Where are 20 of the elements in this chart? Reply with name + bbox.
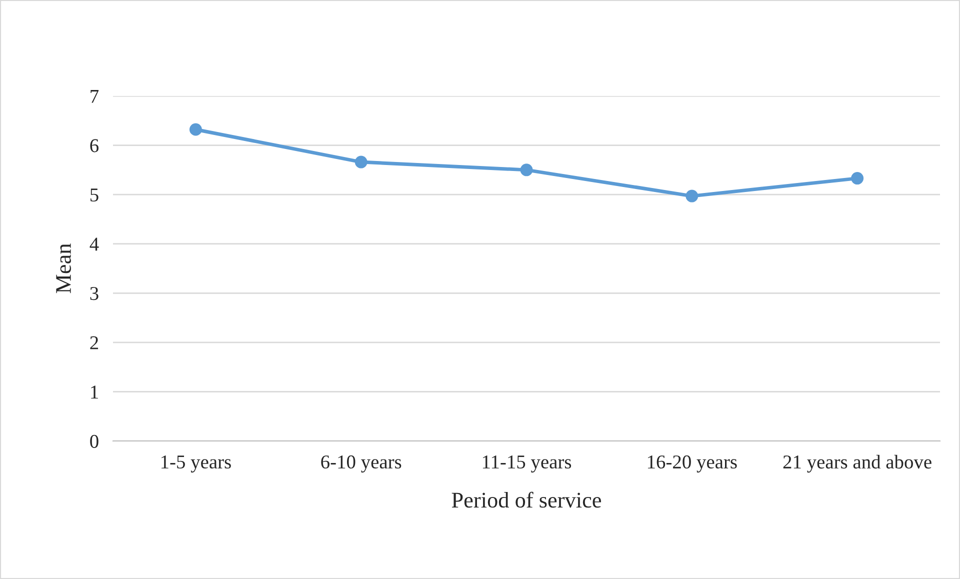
y-tick-label: 3 bbox=[90, 287, 98, 300]
x-tick-label: 6-10 years bbox=[321, 455, 402, 473]
point bbox=[189, 123, 202, 136]
x-tick-label: 21 years and above bbox=[783, 454, 932, 473]
y-tick-label: 7 bbox=[90, 90, 99, 103]
point bbox=[354, 156, 368, 168]
y-tick-label: 5 bbox=[90, 188, 98, 202]
x-tick-label: 16-20 years bbox=[648, 455, 737, 473]
y-tick-label: 6 bbox=[90, 139, 99, 152]
y-tick-label: 0 bbox=[90, 434, 98, 448]
x-tick-label: 11-15 years bbox=[482, 455, 572, 473]
y-tick-label: 4 bbox=[90, 238, 99, 251]
point bbox=[520, 164, 533, 176]
y-axis-title: Mean bbox=[56, 244, 71, 294]
x-axis-title: Period of service bbox=[452, 492, 602, 508]
y-tick-label: 2 bbox=[90, 336, 98, 350]
x-tick-label: 1-5 years bbox=[162, 455, 231, 473]
y-tick-label: 1 bbox=[91, 386, 98, 398]
point bbox=[686, 190, 698, 202]
point bbox=[851, 172, 864, 185]
